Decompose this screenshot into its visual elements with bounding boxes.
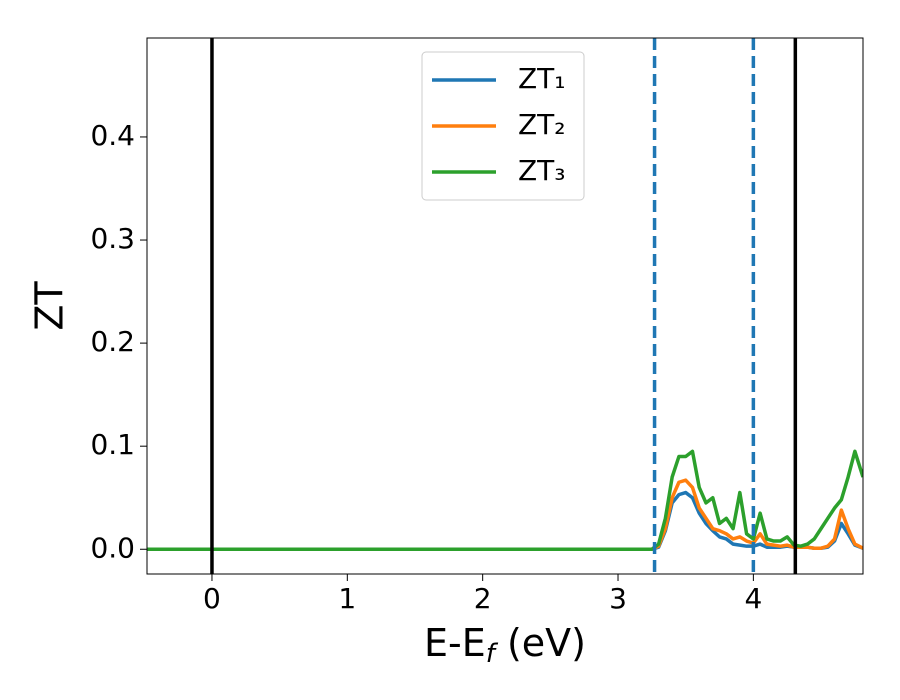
x-label-part: (eV) [495, 621, 586, 665]
series-line [147, 449, 863, 552]
legend-label: ZT₂ [518, 108, 566, 141]
y-tick-label: 0.3 [90, 222, 135, 255]
legend-label: ZT₁ [518, 62, 566, 95]
x-tick-label: 2 [474, 582, 492, 615]
x-tick-label: 4 [744, 582, 762, 615]
x-label-part: E-E [424, 621, 486, 665]
y-tick-label: 0.2 [90, 325, 135, 358]
x-tick-label: 1 [338, 582, 356, 615]
y-tick-label: 0.1 [90, 428, 135, 461]
legend-box [421, 51, 585, 201]
plot-frame [146, 37, 864, 575]
legend-label: ZT₃ [518, 154, 566, 187]
plot [147, 38, 863, 574]
series-line [147, 478, 863, 552]
y-tick-label: 0.4 [90, 119, 135, 152]
y-axis-label: ZT [28, 281, 72, 331]
x-tick-label: 0 [203, 582, 221, 615]
x-axis-label: E-Ef (eV) [424, 621, 586, 669]
y-tick-label: 0.0 [90, 531, 135, 564]
x-tick-label: 3 [609, 582, 627, 615]
